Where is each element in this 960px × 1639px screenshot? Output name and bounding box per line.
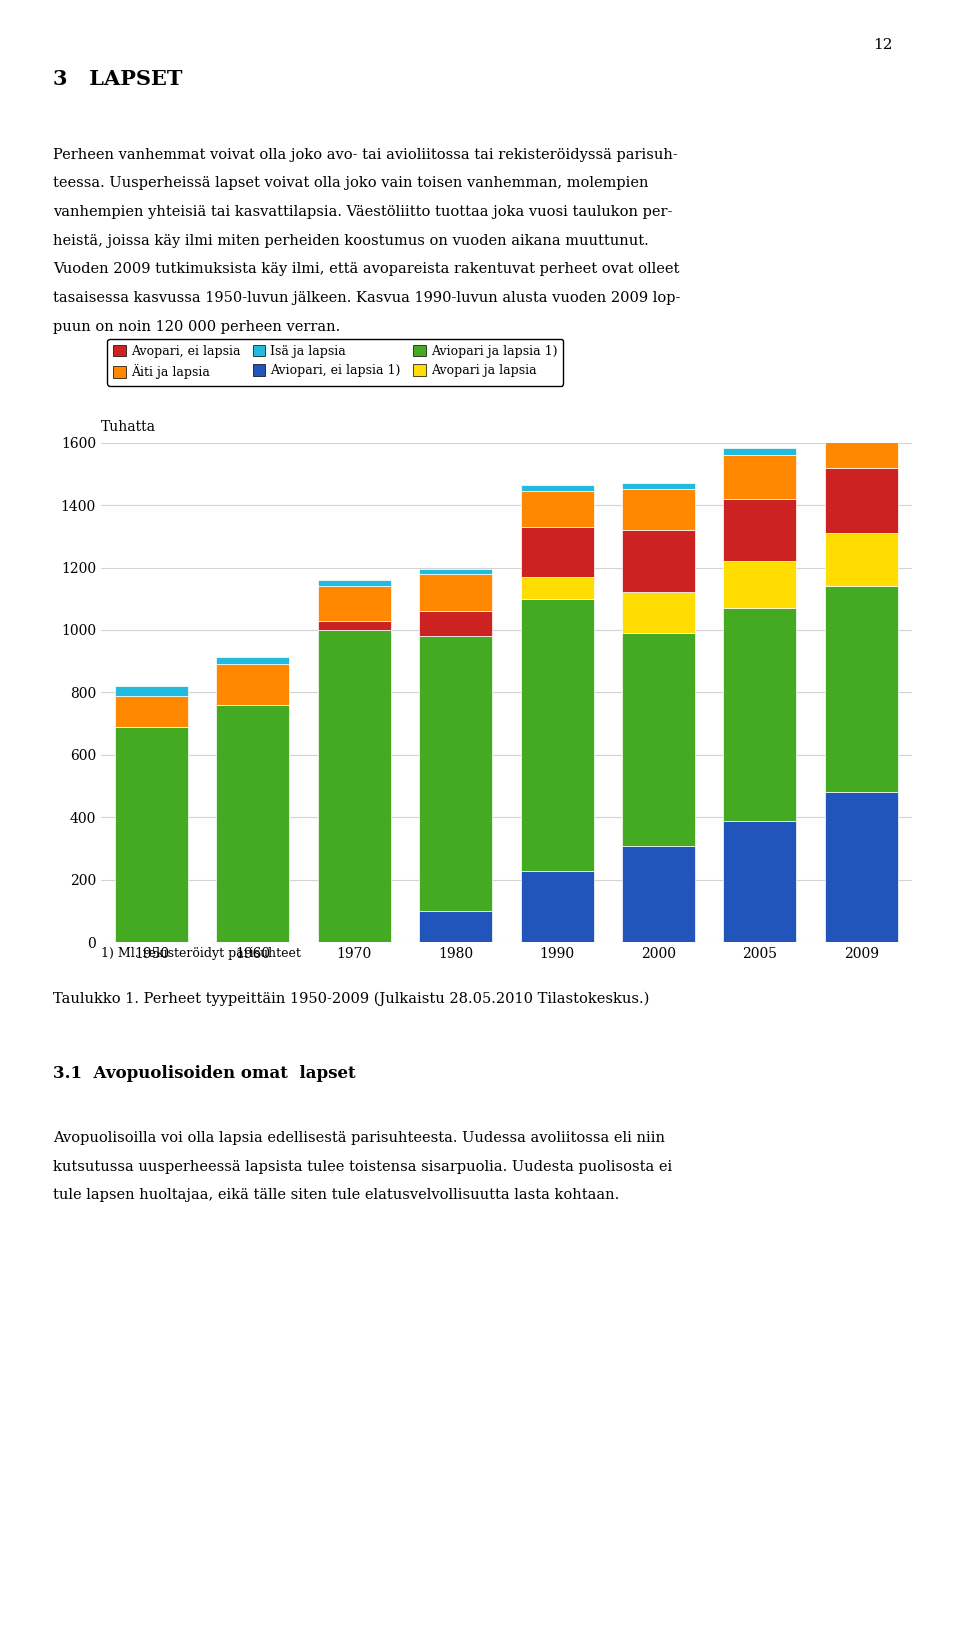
Bar xyxy=(420,574,492,611)
Bar xyxy=(520,598,593,870)
Bar xyxy=(318,629,391,942)
Bar xyxy=(520,577,593,598)
Text: teessa. Uusperheissä lapset voivat olla joko vain toisen vanhemman, molempien: teessa. Uusperheissä lapset voivat olla … xyxy=(53,175,648,190)
Bar xyxy=(115,687,188,695)
Bar xyxy=(724,447,797,456)
Text: 1) Ml. rekisteröidyt parisuhteet: 1) Ml. rekisteröidyt parisuhteet xyxy=(101,947,300,960)
Text: kutsutussa uusperheessä lapsista tulee toistensa sisarpuolia. Uudesta puolisosta: kutsutussa uusperheessä lapsista tulee t… xyxy=(53,1160,672,1174)
Bar xyxy=(318,580,391,587)
Text: vanhempien yhteisiä tai kasvattilapsia. Väestöliitto tuottaa joka vuosi taulukon: vanhempien yhteisiä tai kasvattilapsia. … xyxy=(53,205,672,220)
Text: 3.1  Avopuolisoiden omat  lapset: 3.1 Avopuolisoiden omat lapset xyxy=(53,1065,355,1082)
Bar xyxy=(622,633,695,846)
Text: Vuoden 2009 tutkimuksista käy ilmi, että avopareista rakentuvat perheet ovat oll: Vuoden 2009 tutkimuksista käy ilmi, että… xyxy=(53,262,679,277)
Bar xyxy=(724,608,797,821)
Bar xyxy=(216,657,289,664)
Text: Tuhatta: Tuhatta xyxy=(101,420,156,434)
Bar xyxy=(724,498,797,561)
Bar xyxy=(724,456,797,498)
Bar xyxy=(520,870,593,942)
Bar xyxy=(520,526,593,577)
Bar xyxy=(520,485,593,492)
Bar xyxy=(318,621,391,629)
Bar xyxy=(216,705,289,942)
Bar xyxy=(825,467,898,533)
Text: heistä, joissa käy ilmi miten perheiden koostumus on vuoden aikana muuttunut.: heistä, joissa käy ilmi miten perheiden … xyxy=(53,233,649,247)
Bar xyxy=(724,561,797,608)
Text: 12: 12 xyxy=(874,38,893,52)
Bar xyxy=(825,423,898,467)
Text: Avopuolisoilla voi olla lapsia edellisestä parisuhteesta. Uudessa avoliitossa el: Avopuolisoilla voi olla lapsia edellises… xyxy=(53,1131,664,1146)
Bar xyxy=(622,846,695,942)
Bar xyxy=(420,636,492,911)
Text: 3   LAPSET: 3 LAPSET xyxy=(53,69,182,89)
Bar xyxy=(825,533,898,587)
Bar xyxy=(420,911,492,942)
Bar xyxy=(622,592,695,633)
Bar xyxy=(724,821,797,942)
Bar xyxy=(622,490,695,529)
Bar xyxy=(825,415,898,423)
Text: Perheen vanhemmat voivat olla joko avo- tai avioliitossa tai rekisteröidyssä par: Perheen vanhemmat voivat olla joko avo- … xyxy=(53,148,678,162)
Bar xyxy=(420,611,492,636)
Bar xyxy=(115,726,188,942)
Text: puun on noin 120 000 perheen verran.: puun on noin 120 000 perheen verran. xyxy=(53,320,340,334)
Legend: Avopari, ei lapsia, Äiti ja lapsia, Isä ja lapsia, Aviopari, ei lapsia 1), Aviop: Avopari, ei lapsia, Äiti ja lapsia, Isä … xyxy=(108,339,564,385)
Bar xyxy=(520,492,593,526)
Bar xyxy=(318,587,391,621)
Bar xyxy=(622,484,695,490)
Bar xyxy=(622,529,695,593)
Text: Taulukko 1. Perheet tyypeittäin 1950-2009 (Julkaistu 28.05.2010 Tilastokeskus.): Taulukko 1. Perheet tyypeittäin 1950-200… xyxy=(53,992,649,1006)
Bar xyxy=(216,664,289,705)
Bar xyxy=(825,587,898,793)
Text: tasaisessa kasvussa 1950-luvun jälkeen. Kasvua 1990-luvun alusta vuoden 2009 lop: tasaisessa kasvussa 1950-luvun jälkeen. … xyxy=(53,292,681,305)
Bar xyxy=(115,695,188,726)
Bar xyxy=(825,793,898,942)
Bar xyxy=(420,569,492,574)
Text: tule lapsen huoltajaa, eikä tälle siten tule elatusvelvollisuutta lasta kohtaan.: tule lapsen huoltajaa, eikä tälle siten … xyxy=(53,1188,619,1203)
